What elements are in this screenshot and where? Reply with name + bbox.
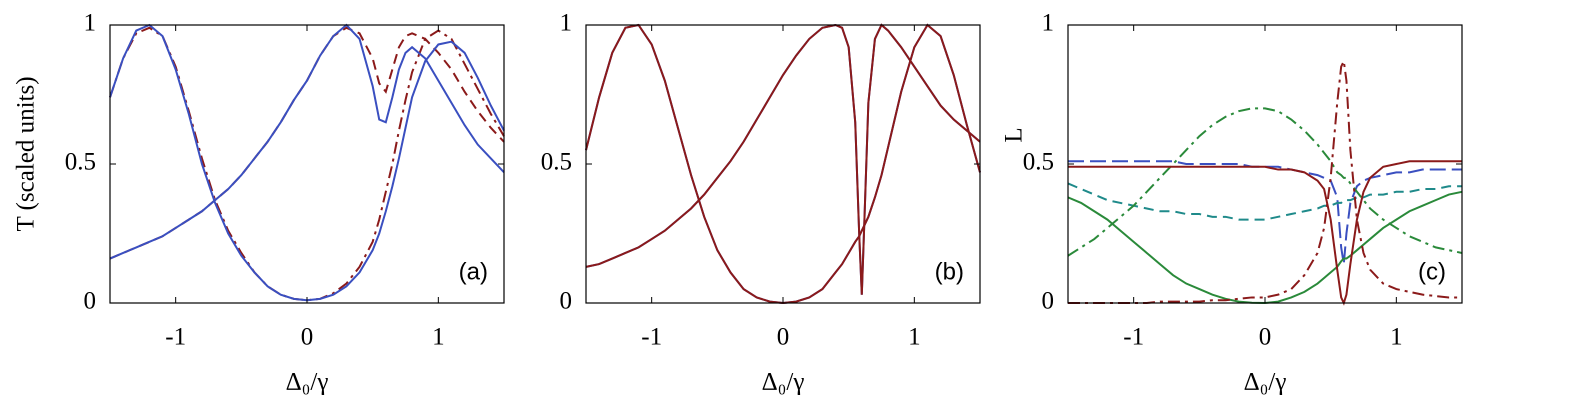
data-line	[1067, 182, 1462, 221]
y-tick-label: 1	[84, 10, 97, 37]
plot-frame	[585, 24, 981, 304]
x-axis-label: Δ₀/γ	[762, 369, 805, 396]
y-tick-label: 0	[560, 288, 573, 315]
y-tick-label: 0	[1042, 288, 1055, 315]
y-tick-label: 0.5	[541, 149, 572, 176]
y-tick-label: 1	[560, 10, 573, 37]
panel: -1 0 1 0 0.5 1 Δ₀/γ L (c)	[1001, 10, 1463, 396]
x-axis-label: Δ₀/γ	[286, 369, 329, 396]
y-tick-label: 1	[1042, 10, 1055, 37]
data-line	[109, 23, 505, 260]
x-tick-label: 1	[432, 324, 445, 351]
data-line	[585, 23, 981, 295]
data-line	[1067, 190, 1463, 305]
panel-label: (a)	[459, 258, 488, 285]
y-axis-label: T (scaled units)	[13, 76, 40, 231]
x-tick-label: 1	[908, 324, 921, 351]
y-tick-label: 0	[84, 288, 97, 315]
x-tick-label: -1	[165, 324, 186, 351]
y-axis-label: L	[1001, 127, 1028, 142]
data-line	[1068, 57, 1462, 304]
data-line	[1068, 160, 1462, 306]
data-line	[585, 23, 981, 305]
x-axis-label: Δ₀/γ	[1244, 369, 1287, 396]
x-tick-label: 0	[301, 324, 314, 351]
data-line	[1067, 107, 1463, 257]
panel-label: (b)	[935, 258, 964, 285]
x-tick-label: -1	[641, 324, 662, 351]
data-line	[585, 23, 981, 295]
plot-frame	[109, 24, 505, 304]
panel-label: (c)	[1418, 258, 1446, 285]
data-line	[585, 23, 981, 305]
x-tick-label: 0	[777, 324, 790, 351]
data-line	[109, 26, 505, 260]
x-tick-label: 0	[1259, 324, 1272, 351]
x-tick-label: -1	[1123, 324, 1144, 351]
plot-frame	[1067, 24, 1463, 304]
y-tick-label: 0.5	[1023, 149, 1054, 176]
panel: -1 0 1 0 0.5 1 Δ₀/γ (b)	[541, 10, 981, 396]
y-tick-label: 0.5	[65, 149, 96, 176]
data-line	[109, 23, 505, 302]
x-tick-label: 1	[1390, 324, 1403, 351]
panel: -1 0 1 0 0.5 1 Δ₀/γ T (scaled units) (a)	[13, 10, 505, 396]
data-line	[1068, 160, 1462, 265]
data-line	[109, 26, 505, 302]
